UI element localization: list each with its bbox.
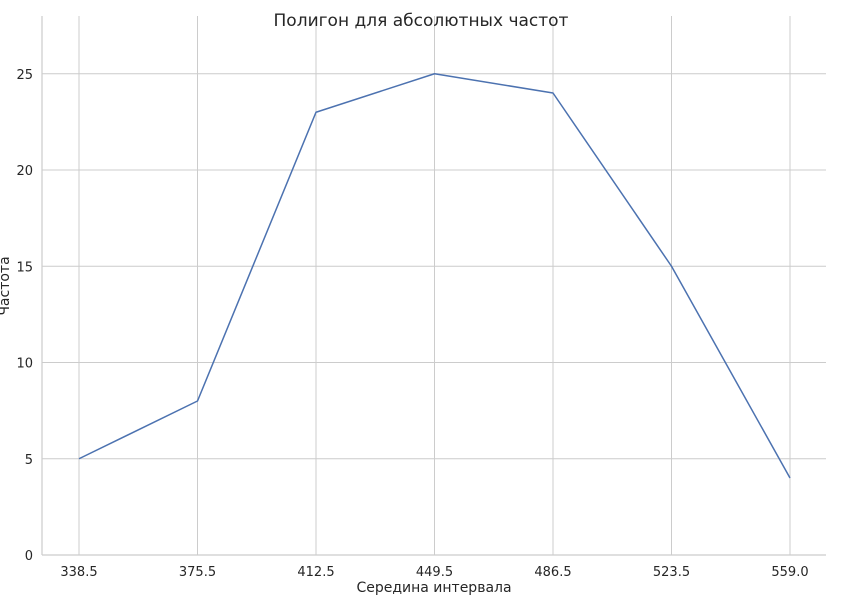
chart-title: Полигон для абсолютных частот xyxy=(274,11,569,31)
y-tick-labels: 0 5 10 15 20 25 xyxy=(16,68,33,564)
x-tick-label: 449.5 xyxy=(416,565,453,580)
y-tick-label: 20 xyxy=(16,164,33,179)
x-tick-label: 523.5 xyxy=(653,565,690,580)
x-tick-label: 486.5 xyxy=(534,565,571,580)
x-tick-label: 338.5 xyxy=(60,565,97,580)
y-axis-label: Частота xyxy=(0,256,13,315)
y-tick-label: 0 xyxy=(25,549,33,564)
x-tick-label: 412.5 xyxy=(297,565,334,580)
x-tick-label: 559.0 xyxy=(771,565,808,580)
frequency-polygon-line xyxy=(78,73,791,479)
y-tick-label: 5 xyxy=(25,453,33,468)
x-tick-label: 375.5 xyxy=(179,565,216,580)
y-tick-label: 10 xyxy=(16,357,33,372)
y-tick-label: 15 xyxy=(16,260,33,275)
x-tick-labels: 338.5 375.5 412.5 449.5 486.5 523.5 559.0 xyxy=(60,565,808,580)
x-gridlines xyxy=(78,16,791,555)
x-axis-label: Середина интервала xyxy=(356,580,511,595)
y-tick-label: 25 xyxy=(16,68,33,83)
